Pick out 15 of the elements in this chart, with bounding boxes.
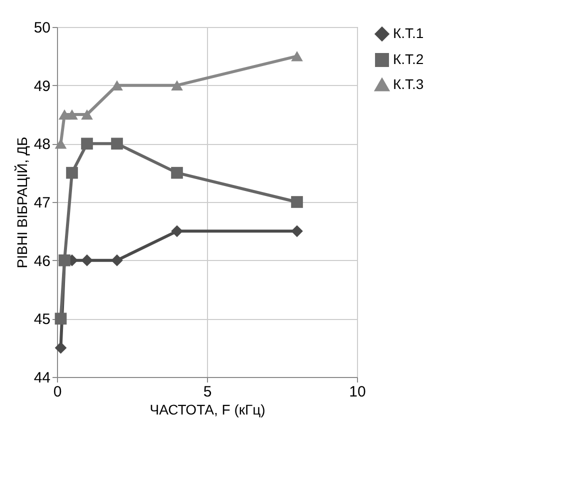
x-axis-title: ЧАСТОТА, F (кГц) [150, 402, 266, 418]
y-tick-label: 45 [34, 311, 50, 328]
x-tick-label: 10 [349, 384, 366, 400]
y-tick-label: 46 [34, 252, 50, 270]
legend-label: К.Т.1 [393, 25, 424, 41]
y-tick-label: 49 [34, 78, 50, 95]
y-tick-label: 47 [34, 194, 50, 212]
x-tick-label: 5 [203, 384, 212, 400]
y-tick-label: 44 [34, 370, 50, 386]
legend-label: К.Т.3 [393, 76, 424, 92]
y-axis-title: РІВНІ ВІБРАЦІЙ, ДБ [14, 136, 30, 268]
x-tick-label: 0 [53, 384, 62, 400]
y-tick-label: 50 [34, 20, 50, 36]
legend-label: К.Т.2 [393, 51, 424, 67]
y-tick-label: 48 [34, 136, 50, 154]
